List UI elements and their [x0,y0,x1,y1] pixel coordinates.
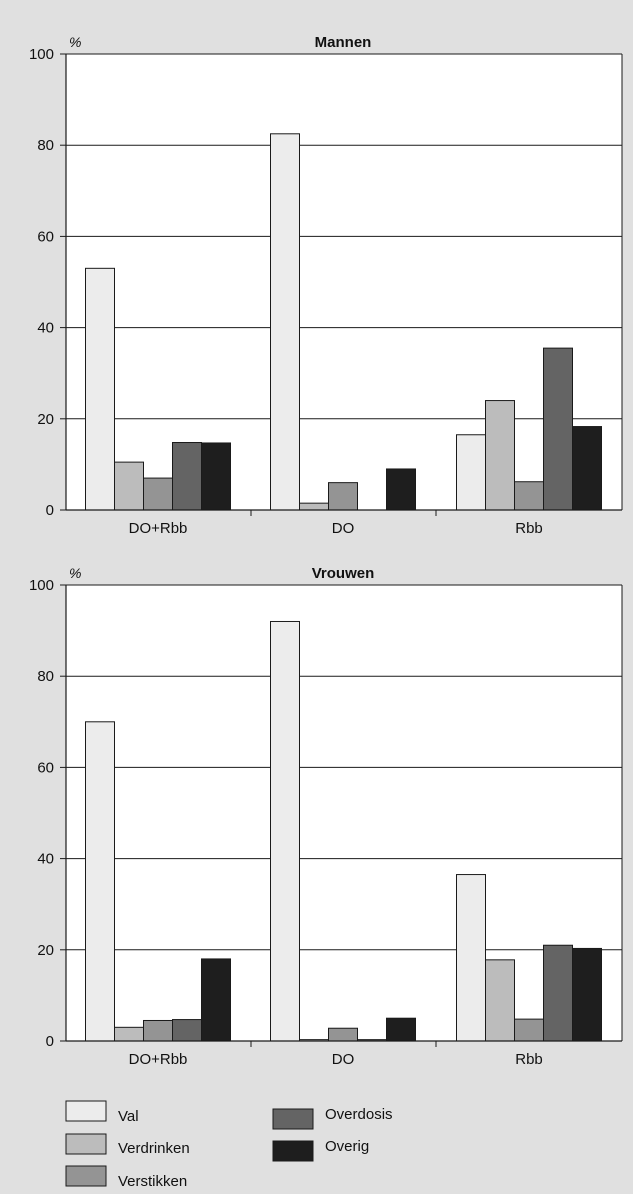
x-tick-label: DO [332,1051,355,1068]
bar [143,1019,173,1042]
y-tick-label: 80 [37,668,54,685]
y-tick-label: 100 [29,46,54,63]
legend-label: Overdosis [325,1106,393,1123]
bar [456,434,486,511]
bar [270,133,300,511]
chart-title: Vrouwen [312,565,375,582]
bar [114,1026,144,1042]
legend-swatch [65,1100,107,1122]
bar [386,468,416,511]
y-tick-label: 0 [46,502,54,519]
bar [201,442,231,511]
panel-mannen: 0 20 40 60 80 100 DO+Rbb DO Rbb Mannen% [29,34,623,537]
legend-label: Verstikken [118,1173,187,1190]
legend-item: Val [65,1100,139,1125]
bar [299,502,329,511]
y-tick-label: 20 [37,942,54,959]
bar [543,347,573,511]
bar [543,944,573,1042]
legend-swatch [65,1165,107,1187]
y-tick-label: 100 [29,577,54,594]
bar [386,1017,416,1042]
x-tick-label: DO+Rbb [129,1051,188,1068]
bar [328,482,358,511]
panel-vrouwen: 0 20 40 60 80 100 DO+Rbb DO Rbb Vrouwen% [29,565,623,1068]
bar [201,958,231,1042]
legend-swatch [272,1140,314,1162]
unit-label: % [69,565,81,581]
x-tick-label: DO [332,520,355,537]
legend-label: Verdrinken [118,1140,190,1157]
bar [572,426,602,511]
bar [143,477,173,511]
bar [485,959,515,1042]
y-tick-label: 20 [37,411,54,428]
bar [514,1018,544,1042]
x-tick-label: Rbb [515,520,543,537]
bar [85,267,115,511]
legend-label: Val [118,1108,139,1125]
legend-item: Verstikken [65,1165,187,1190]
x-tick-label: Rbb [515,1051,543,1068]
y-tick-label: 0 [46,1033,54,1050]
y-tick-label: 40 [37,320,54,337]
y-tick-label: 40 [37,851,54,868]
bar [328,1027,358,1042]
legend-item: Verdrinken [65,1133,190,1157]
bar [456,874,486,1042]
bar [485,400,515,511]
y-tick-label: 80 [37,137,54,154]
bar [172,1019,202,1042]
bar [85,721,115,1042]
bar [572,947,602,1042]
unit-label: % [69,34,81,50]
legend-item: Overig [272,1138,369,1162]
legend: Val Verdrinken Verstikken Overdosis Overig [65,1100,393,1190]
y-tick-label: 60 [37,759,54,776]
legend-item: Overdosis [272,1106,393,1130]
legend-swatch [65,1133,107,1155]
legend-swatch [272,1108,314,1130]
bar [270,620,300,1042]
bar [172,442,202,511]
legend-label: Overig [325,1138,369,1155]
plot-area [66,585,622,1041]
plot-area [66,54,622,510]
chart-title: Mannen [315,34,372,51]
x-tick-label: DO+Rbb [129,520,188,537]
bar [514,481,544,511]
y-tick-label: 60 [37,228,54,245]
bar [114,461,144,511]
